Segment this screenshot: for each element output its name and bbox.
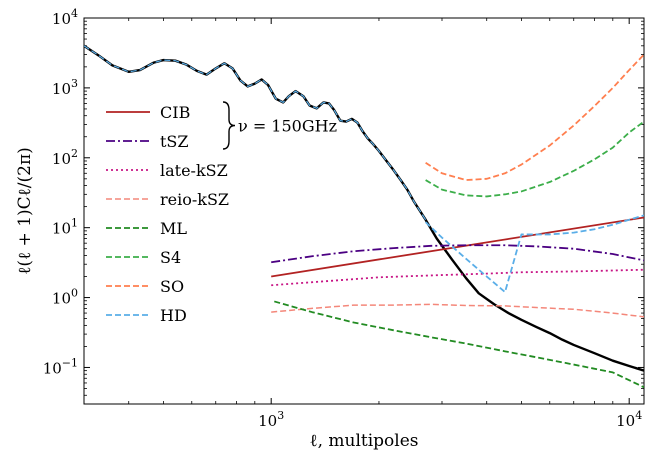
legend-label: HD: [160, 306, 187, 325]
legend-label: CIB: [160, 103, 190, 122]
y-tick-label: 101: [52, 217, 78, 238]
series-layer: [84, 44, 644, 389]
y-tick-label: 103: [52, 77, 78, 98]
legend-label: S4: [160, 248, 181, 267]
legend-label: late-kSZ: [160, 161, 228, 180]
y-tick-label: 100: [52, 287, 78, 308]
legend-label: SO: [160, 277, 184, 296]
legend-label: ML: [160, 219, 187, 238]
series-line-so: [425, 53, 644, 181]
series-line-late-ksz: [271, 268, 644, 287]
series-line-hd-lowell: [84, 45, 427, 221]
series-line-reio-ksz: [271, 303, 644, 318]
series-line-cib: [271, 216, 644, 278]
legend: CIB tSZ late-kSZ reio-kSZ ML S4 SO HD ν = 150GHz: [106, 101, 337, 325]
series-line-hd: [424, 214, 644, 293]
x-tick-label: 103: [258, 409, 284, 430]
y-tick-label: 104: [52, 7, 78, 28]
frequency-annotation: ν = 150GHz: [238, 117, 337, 136]
y-tick-label: 10−1: [43, 356, 78, 377]
y-axis-label: ℓ(ℓ + 1)Cℓ/(2π): [15, 147, 35, 275]
x-tick-label: 104: [616, 409, 642, 430]
legend-brace: [222, 101, 236, 150]
plot-frame: [83, 17, 645, 405]
series-line-ml: [274, 300, 644, 389]
legend-label: tSZ: [160, 132, 189, 151]
legend-label: reio-kSZ: [160, 190, 229, 209]
series-line-tsz: [271, 244, 644, 264]
y-tick-label: 102: [52, 147, 78, 168]
series-line-s4: [425, 120, 644, 198]
x-axis-label: ℓ, multipoles: [309, 431, 418, 451]
ticks: 103 104 10−1 100 101 102 103 104: [43, 7, 644, 430]
